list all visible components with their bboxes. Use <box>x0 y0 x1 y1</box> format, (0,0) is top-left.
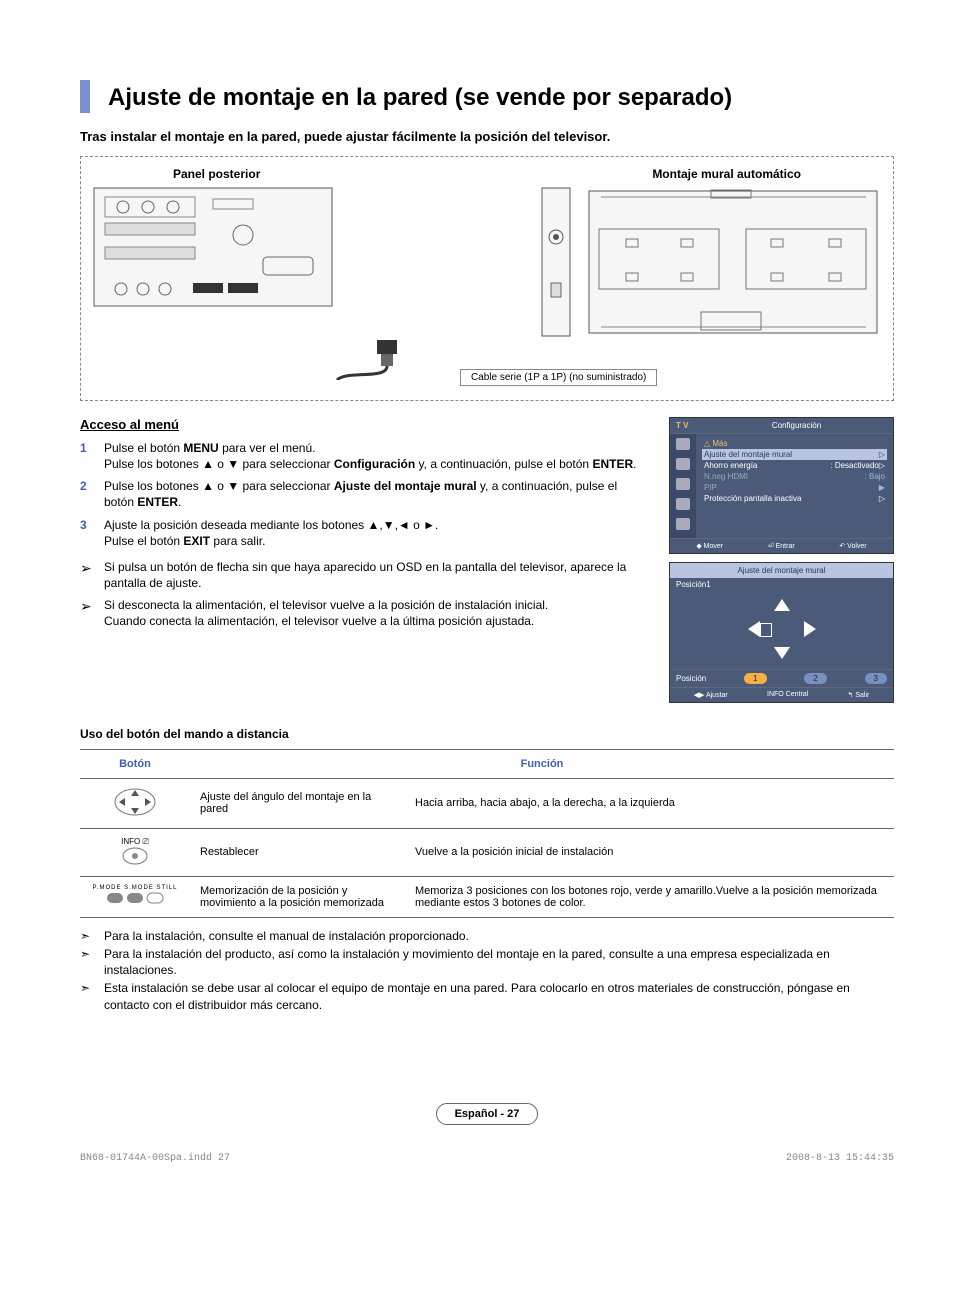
cable-icon <box>317 340 457 380</box>
page-footer: Español - 27 <box>80 1103 894 1125</box>
footer-note: ➣Para la instalación, consulte el manual… <box>80 928 894 944</box>
doc-timestamp: 2008-8-13 15:44:35 <box>786 1153 894 1164</box>
menu-note: ➢Si pulsa un botón de flecha sin que hay… <box>80 559 649 591</box>
row-action: Restablecer <box>190 828 405 876</box>
table-row: INFO ⎚ Restablecer Vuelve a la posición … <box>80 828 894 876</box>
osd-item: Protección pantalla inactiva▷ <box>702 493 887 504</box>
osd-sidebar-icons <box>670 434 696 538</box>
title-accent <box>80 80 90 113</box>
osd-tv-label: T V <box>676 421 706 430</box>
row-action: Ajuste del ángulo del montaje en la pare… <box>190 778 405 828</box>
intro-text: Tras instalar el montaje en la pared, pu… <box>80 129 894 144</box>
diagram-container: Panel posterior Montaje mural automático <box>80 156 894 401</box>
position-pill: 2 <box>804 673 826 684</box>
osd-item-selected: Ajuste del montaje mural▷ <box>702 449 887 460</box>
remote-section: Uso del botón del mando a distancia Botó… <box>80 727 894 1013</box>
arrow-left-icon <box>748 621 760 637</box>
table-header-row: Botón Función <box>80 749 894 778</box>
diagrams-row <box>93 187 881 340</box>
row-function: Hacia arriba, hacia abajo, a la derecha,… <box>405 778 894 828</box>
btn-color-icon: P.MODE S.MODE STILL <box>80 876 190 917</box>
osd-item: Ahorro energía: Desactivado▷ <box>702 460 887 471</box>
footer-notes: ➣Para la instalación, consulte el manual… <box>80 928 894 1013</box>
row-action: Memorización de la posición y movimiento… <box>190 876 405 917</box>
remote-heading: Uso del botón del mando a distancia <box>80 727 894 741</box>
title-bar: Ajuste de montaje en la pared (se vende … <box>80 80 894 113</box>
page-number-pill: Español - 27 <box>436 1103 539 1125</box>
cable-label: Cable serie (1P a 1P) (no suministrado) <box>460 369 657 386</box>
arrow-down-icon <box>774 647 790 659</box>
osd-position1: Posición1 <box>670 578 893 591</box>
osd-adjust-panel: Ajuste del montaje mural Posición1 Posic… <box>669 562 894 703</box>
remote-table: Botón Función Ajuste del ángulo del mont… <box>80 749 894 918</box>
cable-wrap: Cable serie (1P a 1P) (no suministrado) <box>93 340 881 386</box>
diagram-labels: Panel posterior Montaje mural automático <box>93 167 881 181</box>
auto-mount-label: Montaje mural automático <box>652 167 801 181</box>
menu-access-heading: Acceso al menú <box>80 417 649 432</box>
arrow-right-icon <box>804 621 816 637</box>
steps-list: 1Pulse el botón MENU para ver el menú.Pu… <box>80 440 649 549</box>
menu-access-section: Acceso al menú 1Pulse el botón MENU para… <box>80 417 894 703</box>
table-row: Ajuste del ángulo del montaje en la pare… <box>80 778 894 828</box>
step-1: 1Pulse el botón MENU para ver el menú.Pu… <box>80 440 649 472</box>
th-button: Botón <box>80 749 190 778</box>
position-pill: 1 <box>744 673 766 684</box>
rear-panel-label: Panel posterior <box>173 167 260 181</box>
osd-config-menu: T VConfiguración △ Más Ajuste del montaj… <box>669 417 894 554</box>
menu-notes: ➢Si pulsa un botón de flecha sin que hay… <box>80 559 649 630</box>
osd-arrows-pad <box>670 591 893 669</box>
btn-info-icon: INFO ⎚ <box>80 828 190 876</box>
doc-file: BN68-01744A-00Spa.indd 27 <box>80 1153 230 1164</box>
menu-note: ➢Si desconecta la alimentación, el telev… <box>80 597 649 629</box>
doc-meta: BN68-01744A-00Spa.indd 27 2008-8-13 15:4… <box>80 1153 894 1164</box>
btn-dpad-icon <box>80 778 190 828</box>
th-function: Función <box>190 749 894 778</box>
position-pill: 3 <box>865 673 887 684</box>
osd-items: △ Más Ajuste del montaje mural▷ Ahorro e… <box>696 434 893 538</box>
step-2: 2Pulse los botones ▲ o ▼ para selecciona… <box>80 478 649 510</box>
osd-item: PIP▶ <box>702 482 887 493</box>
osd-position-row: Posición 1 2 3 <box>670 669 893 687</box>
footer-note: ➣Esta instalación se debe usar al coloca… <box>80 980 894 1012</box>
rear-panel-diagram <box>93 187 333 310</box>
page-title: Ajuste de montaje en la pared (se vende … <box>108 80 732 113</box>
position-label: Posición <box>676 674 706 683</box>
wall-mount-diagram <box>541 187 881 340</box>
osd-footer: ◆ Mover⏎ Entrar↶ Volver <box>670 538 893 553</box>
osd-adjust-title: Ajuste del montaje mural <box>670 563 893 578</box>
step-3: 3Ajuste la posición deseada mediante los… <box>80 517 649 549</box>
osd-item: N.neg HDMI: Bajo <box>702 471 887 482</box>
osd-title: Configuración <box>706 421 887 430</box>
row-function: Memoriza 3 posiciones con los botones ro… <box>405 876 894 917</box>
arrow-up-icon <box>774 599 790 611</box>
osd-adjust-footer: ◀▶ AjustarINFO Central↰ Salir <box>670 687 893 702</box>
row-function: Vuelve a la posición inicial de instalac… <box>405 828 894 876</box>
footer-note: ➣Para la instalación del producto, así c… <box>80 946 894 978</box>
osd-more: △ Más <box>702 438 887 449</box>
table-row: P.MODE S.MODE STILL Memorización de la p… <box>80 876 894 917</box>
